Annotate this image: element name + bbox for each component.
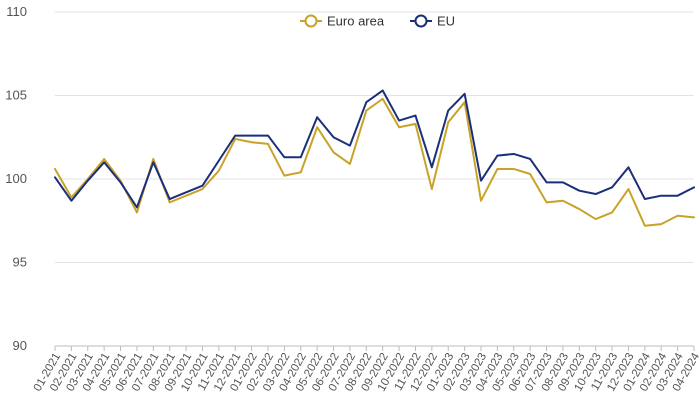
legend-marker-icon [304,14,318,28]
series-lines [54,89,695,227]
legend-item-eu[interactable]: EU [410,14,455,29]
y-tick-label: 90 [13,338,27,353]
y-tick-label: 105 [5,88,27,103]
legend-label: EU [437,14,455,29]
y-tick-label: 95 [13,255,27,270]
legend-item-euro-area[interactable]: Euro area [300,14,385,29]
y-tick-label: 100 [5,171,27,186]
legend-label: Euro area [327,14,385,29]
legend-marker-icon [414,14,428,28]
y-axis-ticks: 90 95 100 105 110 [5,4,27,353]
series-line-euro-area[interactable] [54,97,695,227]
x-axis-ticks: 01-202102-202103-202104-202105-202106-20… [32,346,700,394]
grid-lines [55,11,694,347]
y-tick-label: 110 [6,4,27,19]
series-line-eu[interactable] [54,89,695,209]
legend[interactable]: Euro area EU [300,14,455,29]
